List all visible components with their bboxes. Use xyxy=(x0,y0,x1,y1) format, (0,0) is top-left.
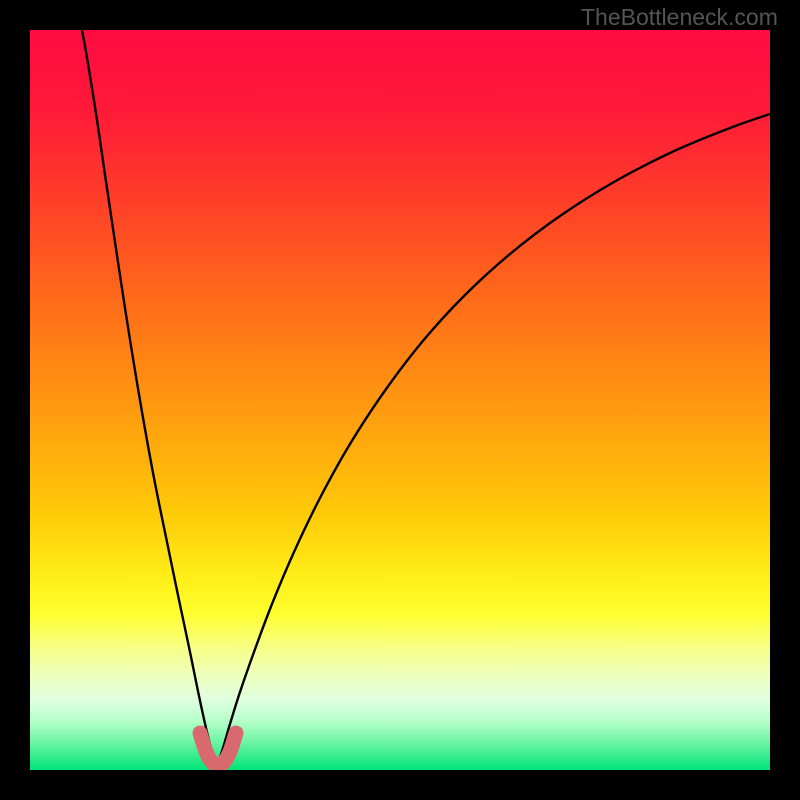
chart-container: TheBottleneck.com xyxy=(0,0,800,800)
bottleneck-chart xyxy=(30,30,770,770)
watermark-text: TheBottleneck.com xyxy=(581,4,778,31)
